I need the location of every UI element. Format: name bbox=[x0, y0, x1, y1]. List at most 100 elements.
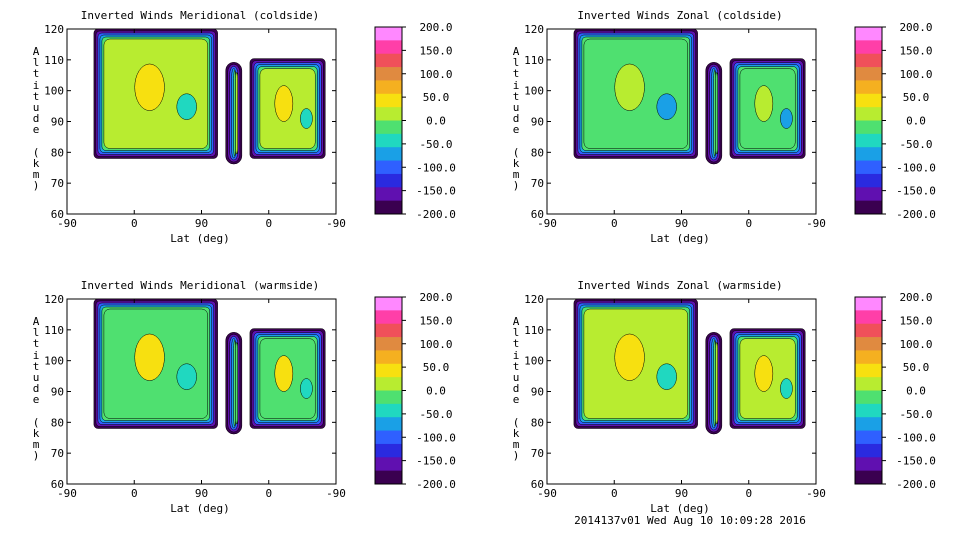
colorbar-swatch bbox=[855, 173, 882, 188]
x-tick-label: 90 bbox=[675, 217, 688, 230]
colorbar-swatch bbox=[855, 377, 882, 391]
colorbar-tick-label: -50.0 bbox=[899, 138, 932, 151]
colorbar-swatch bbox=[855, 133, 882, 148]
colorbar-swatch bbox=[855, 53, 882, 68]
y-tick-label: 90 bbox=[51, 386, 64, 399]
x-tick-label: 0 bbox=[131, 217, 138, 230]
contour-band bbox=[715, 72, 718, 155]
colorbar-tick-label: -150.0 bbox=[896, 455, 936, 468]
colorbar-tick-label: -200.0 bbox=[896, 208, 936, 221]
colorbar-tick-label: 0.0 bbox=[426, 115, 446, 128]
contour-band bbox=[134, 63, 165, 111]
x-tick-label: 90 bbox=[195, 217, 208, 230]
contour-band bbox=[235, 342, 238, 425]
colorbar-tick-label: 50.0 bbox=[903, 91, 930, 104]
y-tick-label: 120 bbox=[524, 23, 544, 36]
colorbar-swatch bbox=[855, 200, 882, 215]
colorbar-tick-label: 100.0 bbox=[419, 68, 452, 81]
x-axis-label: Lat (deg) bbox=[170, 232, 230, 245]
contour-band bbox=[614, 333, 645, 381]
contour-band bbox=[614, 63, 645, 111]
colorbar-swatch bbox=[855, 40, 882, 55]
contour-fill bbox=[573, 298, 806, 435]
colorbar-tick-label: 150.0 bbox=[419, 44, 452, 57]
y-tick-label: 70 bbox=[531, 447, 544, 460]
colorbar-swatch bbox=[375, 350, 402, 365]
contour-band bbox=[656, 93, 677, 120]
colorbar-swatch bbox=[855, 363, 882, 378]
y-tick-label: 120 bbox=[524, 293, 544, 306]
contour-fill bbox=[93, 28, 326, 165]
colorbar-swatch bbox=[855, 120, 882, 135]
x-tick-label: -90 bbox=[57, 217, 77, 230]
y-tick-label: 100 bbox=[524, 85, 544, 98]
colorbar-swatch bbox=[375, 80, 402, 95]
contour-fill bbox=[93, 298, 326, 435]
y-tick-label: 100 bbox=[44, 85, 64, 98]
colorbar-swatch bbox=[855, 417, 882, 432]
x-tick-label: 90 bbox=[195, 487, 208, 500]
y-tick-label: 80 bbox=[531, 416, 544, 429]
y-tick-label: 60 bbox=[51, 478, 64, 491]
colorbar-swatch bbox=[375, 107, 402, 121]
contour-band bbox=[715, 342, 718, 425]
colorbar-swatch bbox=[855, 470, 882, 485]
colorbar-tick-label: 200.0 bbox=[419, 21, 452, 34]
chart-panel-zonal-warmside: Inverted Winds Zonal (warmside) -90 0 90 0 -… bbox=[480, 270, 960, 540]
colorbar-swatch bbox=[375, 120, 402, 135]
colorbar-swatch bbox=[855, 27, 882, 41]
colorbar-swatch bbox=[375, 403, 402, 418]
y-tick-label: 100 bbox=[44, 355, 64, 368]
colorbar-swatch bbox=[855, 297, 882, 311]
contour-band bbox=[235, 72, 238, 155]
colorbar-swatch bbox=[375, 363, 402, 378]
colorbar-tick-label: -150.0 bbox=[416, 185, 456, 198]
y-tick-label: 60 bbox=[51, 208, 64, 221]
y-tick-label: 110 bbox=[44, 324, 64, 337]
colorbar-swatch bbox=[375, 53, 402, 68]
colorbar-tick-label: -150.0 bbox=[896, 185, 936, 198]
y-tick-label: 110 bbox=[44, 54, 64, 67]
colorbar-tick-label: 100.0 bbox=[899, 338, 932, 351]
x-tick-label: 0 bbox=[131, 487, 138, 500]
y-tick-label: 80 bbox=[51, 146, 64, 159]
contour-band bbox=[233, 340, 236, 427]
contour-band bbox=[754, 355, 774, 392]
colorbar-tick-label: -100.0 bbox=[896, 431, 936, 444]
y-tick-label: 90 bbox=[51, 116, 64, 129]
y-tick-label: 110 bbox=[524, 324, 544, 337]
x-tick-label: 90 bbox=[675, 487, 688, 500]
y-tick-label: 60 bbox=[531, 478, 544, 491]
colorbar-swatch bbox=[375, 160, 402, 175]
colorbar-tick-label: -50.0 bbox=[419, 138, 452, 151]
colorbar-swatch bbox=[375, 457, 402, 472]
x-axis-label: Lat (deg) bbox=[650, 232, 710, 245]
colorbar-swatch bbox=[375, 430, 402, 445]
x-tick-label: -90 bbox=[537, 487, 557, 500]
x-axis-label: Lat (deg) bbox=[650, 502, 710, 515]
colorbar-swatch bbox=[375, 147, 402, 162]
colorbar-swatch bbox=[855, 403, 882, 418]
colorbar-swatch bbox=[375, 93, 402, 108]
y-tick-label: 100 bbox=[524, 355, 544, 368]
colorbar-swatch bbox=[855, 337, 882, 351]
y-tick-label: 110 bbox=[524, 54, 544, 67]
y-tick-label: 70 bbox=[51, 447, 64, 460]
y-tick-label: 90 bbox=[531, 116, 544, 129]
y-tick-label: 70 bbox=[531, 177, 544, 190]
colorbar-tick-label: -200.0 bbox=[896, 478, 936, 491]
colorbar-tick-label: 150.0 bbox=[899, 44, 932, 57]
x-tick-label: -90 bbox=[806, 487, 826, 500]
colorbar-tick-label: -50.0 bbox=[899, 408, 932, 421]
colorbar-swatch bbox=[855, 457, 882, 472]
contour-band bbox=[274, 85, 294, 122]
contour-band bbox=[780, 378, 793, 399]
colorbar-swatch bbox=[375, 390, 402, 405]
y-tick-label: 60 bbox=[531, 208, 544, 221]
colorbar-swatch bbox=[375, 417, 402, 432]
y-tick-label: 90 bbox=[531, 386, 544, 399]
contour-band bbox=[780, 108, 793, 129]
